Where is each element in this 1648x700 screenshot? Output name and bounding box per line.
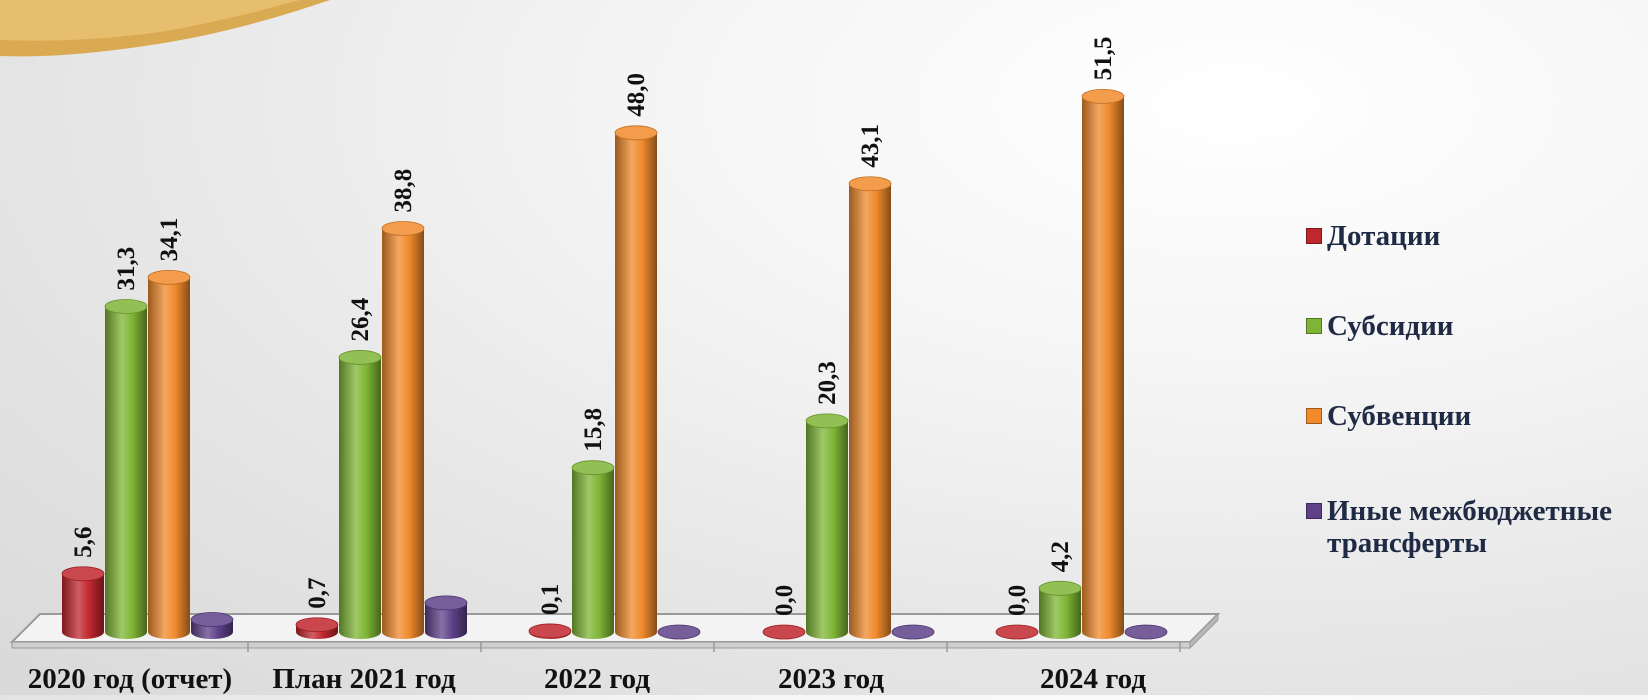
- bar: [614, 125, 658, 640]
- legend-label: Субсидии: [1327, 310, 1454, 342]
- data-labels: 5,6 31,3 34,1 0,7 26,4 38,8 0,1 15,8 48,0 0,0 20,3…: [70, 37, 1117, 616]
- bar: [190, 612, 234, 639]
- data-label: 15,8: [580, 408, 607, 452]
- legend-swatch-icon: [1306, 503, 1322, 519]
- category-labels: 2020 год (отчет) План 2021 год 2022 год 202…: [28, 663, 1147, 695]
- data-label: 31,3: [113, 247, 140, 291]
- bar: [61, 566, 105, 639]
- legend-swatch-icon: [1306, 318, 1322, 334]
- bar: [295, 617, 339, 639]
- legend-item-inye-transferty: Иные межбюджетные трансферты: [1306, 495, 1642, 559]
- bar: [1081, 89, 1125, 639]
- legend-item-subventsii: Субвенции: [1306, 400, 1642, 432]
- data-label: 0,1: [537, 584, 564, 615]
- legend-label: Субвенции: [1327, 400, 1472, 432]
- bar: [381, 221, 425, 640]
- legend-item-dotatsii: Дотации: [1306, 220, 1642, 252]
- data-label: 0,7: [304, 577, 331, 608]
- data-label: 38,8: [390, 169, 417, 213]
- category-label: План 2021 год: [272, 663, 456, 695]
- floor-side: [1189, 612, 1219, 650]
- data-label: 20,3: [814, 361, 841, 405]
- bar: [995, 624, 1039, 640]
- legend-label: Дотации: [1327, 220, 1441, 252]
- category-label: 2022 год: [544, 663, 650, 695]
- data-label: 5,6: [70, 527, 97, 558]
- bar: [147, 269, 191, 639]
- bar: [424, 595, 468, 639]
- bar: [848, 176, 892, 639]
- bar: [891, 624, 935, 640]
- bar: [104, 299, 148, 639]
- bar: [338, 350, 382, 639]
- floor-front: [11, 641, 1191, 649]
- category-label: 2024 год: [1040, 663, 1146, 695]
- data-label: 51,5: [1090, 37, 1117, 81]
- data-label: 0,0: [1004, 585, 1031, 616]
- category-label: 2020 год (отчет): [28, 663, 232, 695]
- legend-label: Иные межбюджетные трансферты: [1327, 495, 1612, 559]
- data-label: 26,4: [347, 297, 374, 341]
- bar: [571, 460, 615, 639]
- bar: [762, 624, 806, 640]
- decorative-curved-shape-highlight: [0, 0, 300, 41]
- data-label: 4,2: [1047, 541, 1074, 572]
- legend-swatch-icon: [1306, 408, 1322, 424]
- data-label: 0,0: [771, 585, 798, 616]
- bar: [528, 623, 572, 639]
- category-label: 2023 год: [778, 663, 884, 695]
- bar: [805, 413, 849, 639]
- data-label: 48,0: [623, 73, 650, 117]
- data-label: 34,1: [156, 218, 183, 262]
- bar: [1124, 624, 1168, 640]
- bar: [657, 624, 701, 640]
- legend-item-subsidii: Субсидии: [1306, 310, 1642, 342]
- bar: [1038, 580, 1082, 639]
- chart-bars: [61, 89, 1168, 640]
- data-label: 43,1: [857, 124, 884, 168]
- legend-swatch-icon: [1306, 228, 1322, 244]
